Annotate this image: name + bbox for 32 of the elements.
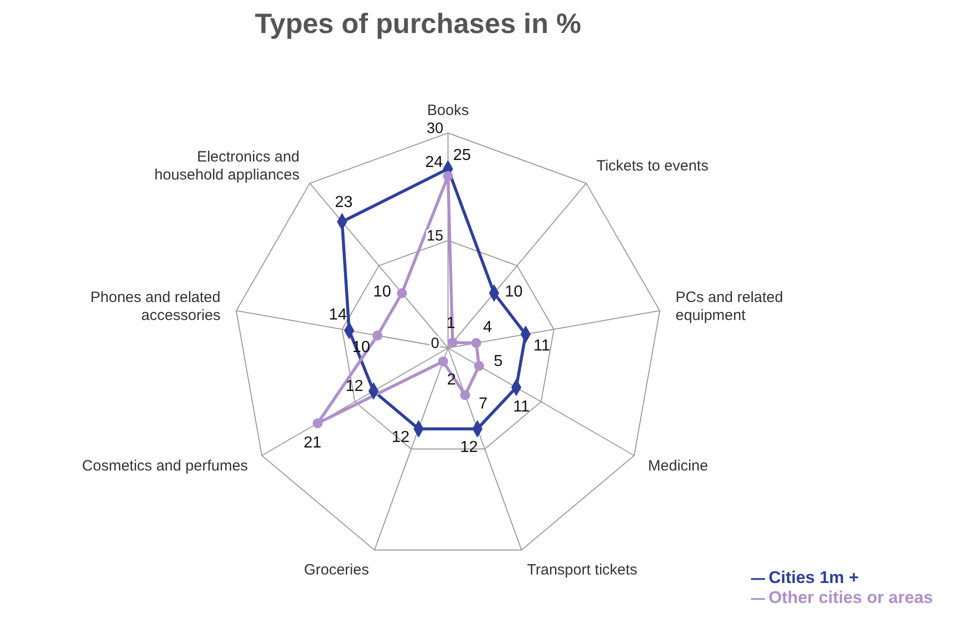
- spoke-label: PCs and related equipment: [675, 288, 784, 324]
- data-label: 11: [513, 398, 530, 416]
- data-label: 4: [483, 318, 492, 336]
- spoke-label: Transport tickets: [527, 562, 638, 579]
- data-label: 14: [328, 306, 347, 324]
- legend-label: Cities 1m +: [768, 568, 859, 587]
- spoke-label: Tickets to events: [596, 157, 708, 174]
- data-label: 12: [392, 429, 410, 446]
- data-label: 2: [447, 371, 456, 388]
- data-label: 10: [504, 283, 523, 300]
- y-tick-label: 0: [430, 335, 440, 352]
- spoke-label: Groceries: [304, 562, 369, 579]
- y-tick-label: 15: [426, 228, 444, 244]
- data-label: 5: [494, 352, 503, 370]
- data-label: 25: [453, 146, 471, 164]
- y-tick-label: 30: [426, 120, 444, 137]
- spoke-label: Books: [427, 102, 469, 119]
- spoke-label: Cosmetics and perfumes: [82, 458, 248, 474]
- chart-title: Types of purchases in %: [254, 8, 582, 41]
- data-label: 12: [460, 438, 478, 456]
- data-label: 10: [373, 283, 392, 300]
- spoke-label: Medicine: [648, 458, 708, 474]
- data-label: 7: [478, 396, 488, 413]
- data-label: 21: [304, 434, 322, 452]
- data-label: 1: [446, 314, 456, 332]
- data-label: 12: [346, 378, 364, 395]
- spoke-label: Electronics and household appliances: [154, 148, 300, 184]
- data-label: 23: [334, 194, 353, 212]
- legend-label: Other cities or areas: [768, 588, 933, 607]
- data-label: 11: [534, 338, 550, 355]
- spoke-label: Phones and related accessories: [90, 288, 221, 324]
- data-label: 24: [425, 154, 443, 171]
